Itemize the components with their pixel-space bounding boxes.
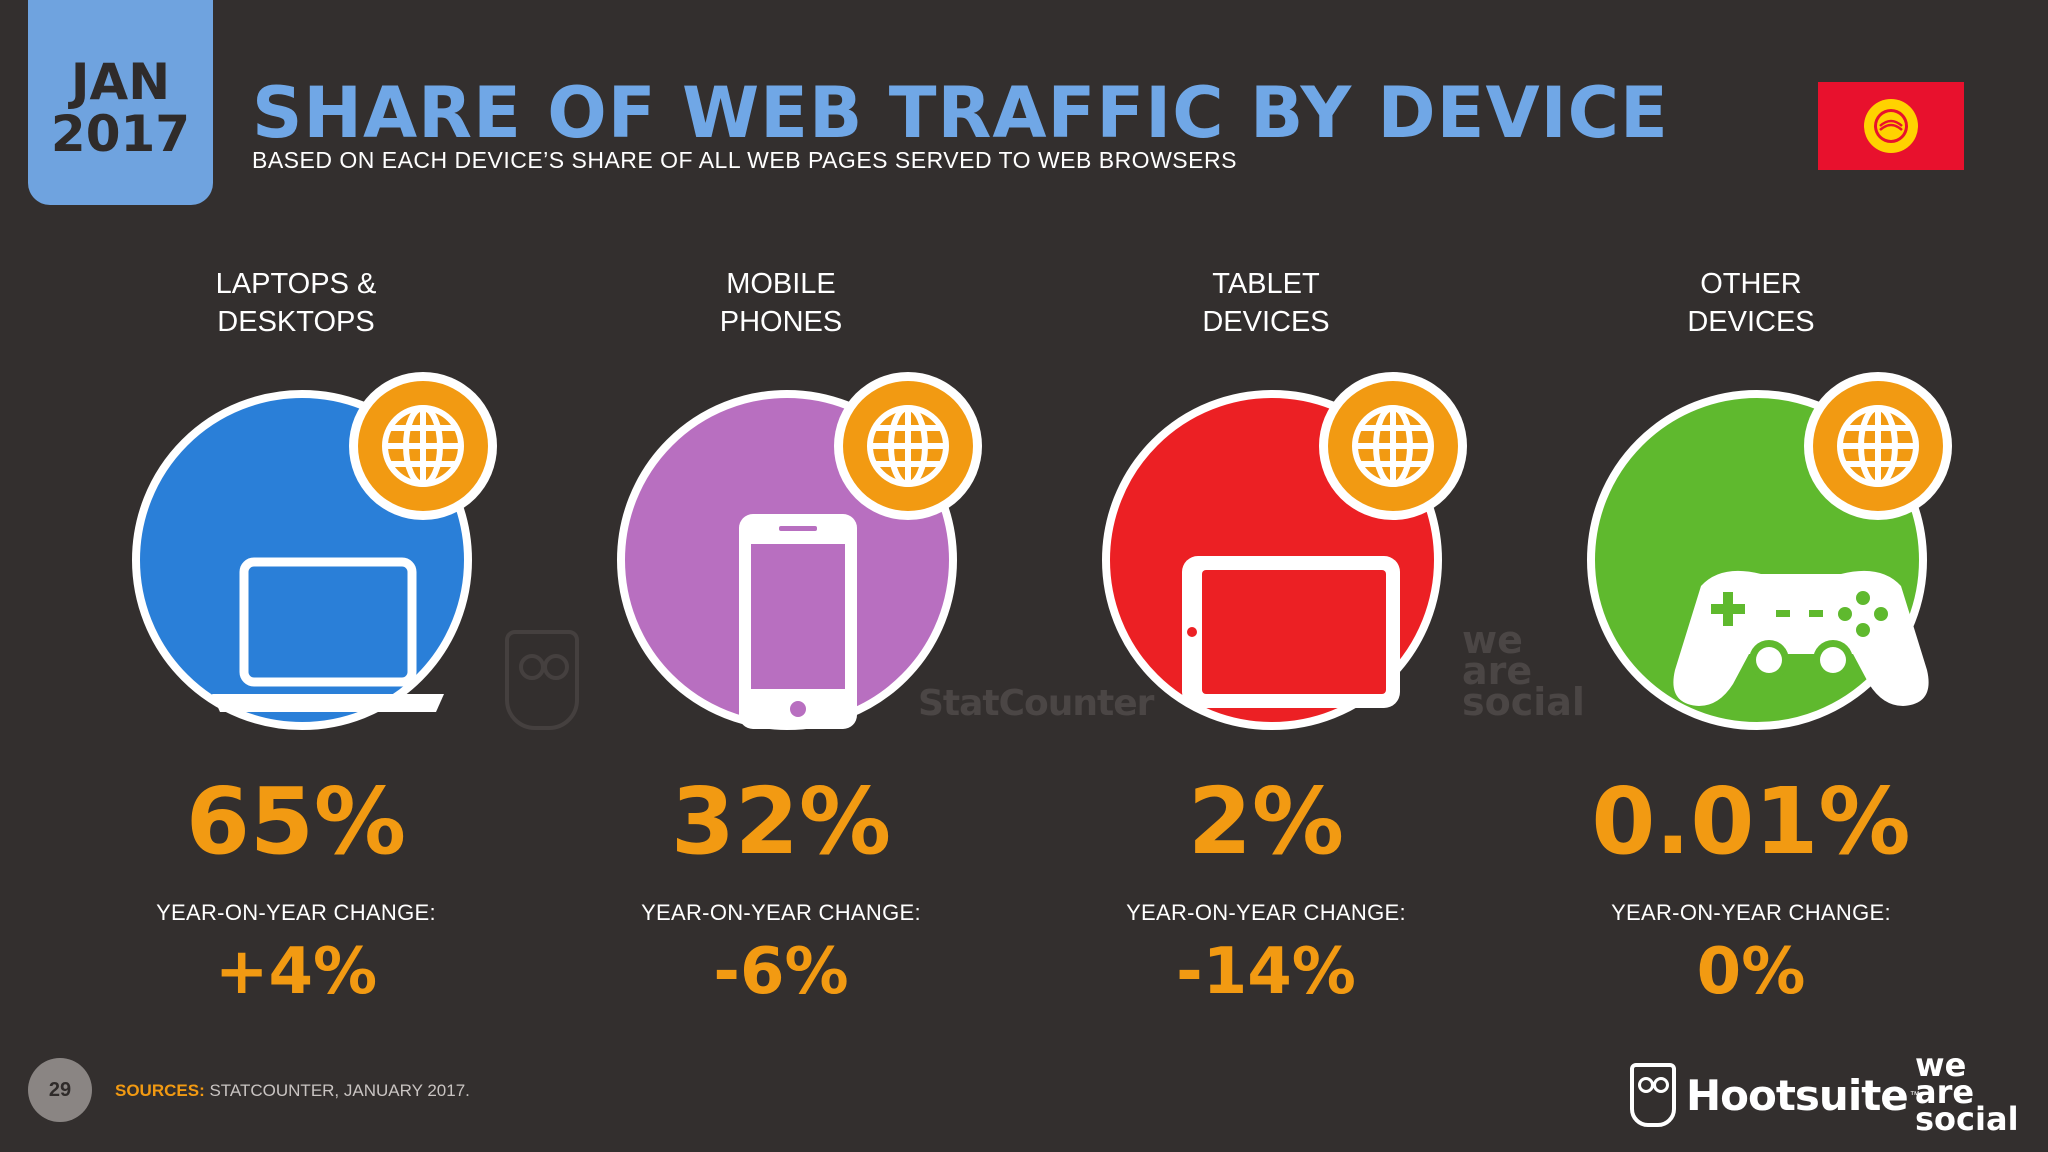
statcounter-watermark: StatCounter: [918, 683, 1154, 724]
sources-note: SOURCES: STATCOUNTER, JANUARY 2017.: [115, 1081, 470, 1101]
device-label: LAPTOPS & DESKTOPS: [215, 268, 377, 338]
sources-text: STATCOUNTER, JANUARY 2017.: [204, 1081, 470, 1100]
page-subtitle: BASED ON EACH DEVICE’S SHARE OF ALL WEB …: [252, 147, 1237, 173]
globe-icon: [834, 372, 982, 520]
yoy-label: YEAR-ON-YEAR CHANGE:: [156, 900, 436, 925]
device-label: OTHER DEVICES: [1687, 268, 1815, 338]
tablet-icon: [1182, 556, 1400, 708]
hootsuite-logo: Hootsuite ™: [1630, 1063, 1920, 1127]
device-column-mobile: MOBILE PHONES 32% YEAR-ON-YEAR: [541, 260, 1021, 1008]
date-year: 2017: [50, 104, 191, 163]
yoy-value: 0%: [1696, 935, 1806, 1009]
page-number: 29: [28, 1058, 92, 1122]
globe-icon: [1319, 372, 1467, 520]
page-title: SHARE OF WEB TRAFFIC BY DEVICE: [252, 72, 1669, 154]
device-column-tablet: TABLET DEVICES 2% YEAR-ON-YEAR CHANGE: [1026, 260, 1506, 1008]
share-value: 32%: [670, 768, 892, 875]
globe-icon: [349, 372, 497, 520]
share-value: 0.01%: [1591, 768, 1911, 875]
yoy-label: YEAR-ON-YEAR CHANGE:: [1611, 900, 1891, 925]
device-column-other: OTHER DEVICES: [1511, 260, 1991, 1008]
sources-label: SOURCES:: [115, 1081, 205, 1100]
globe-icon: [1804, 372, 1952, 520]
hootsuite-logo-text: Hootsuite: [1686, 1070, 1909, 1120]
share-value: 65%: [185, 768, 407, 875]
owl-icon: [1630, 1063, 1676, 1127]
device-label: TABLET DEVICES: [1202, 268, 1330, 338]
device-label: MOBILE PHONES: [719, 268, 843, 338]
we-are-social-watermark: we are social: [1462, 618, 1585, 724]
yoy-label: YEAR-ON-YEAR CHANGE:: [641, 900, 921, 925]
yoy-label: YEAR-ON-YEAR CHANGE:: [1126, 900, 1406, 925]
game-controller-icon: [1673, 570, 1929, 706]
share-value: 2%: [1187, 768, 1345, 875]
mobile-phone-icon: [739, 514, 857, 729]
device-column-laptops: LAPTOPS & DESKTOPS 65% YEAR-ON-YEAR CHANG…: [56, 260, 536, 1008]
kyrgyzstan-flag-icon: [1818, 82, 1964, 170]
yoy-value: -14%: [1176, 935, 1356, 1009]
yoy-value: -6%: [713, 935, 849, 1009]
laptop-icon: [212, 557, 444, 712]
we-are-social-logo: we are social: [1915, 1046, 2019, 1138]
hootsuite-watermark-icon: [505, 630, 579, 730]
date-month: JAN: [70, 52, 171, 111]
date-tab: JAN 2017: [28, 0, 213, 205]
yoy-value: +4%: [214, 935, 378, 1009]
